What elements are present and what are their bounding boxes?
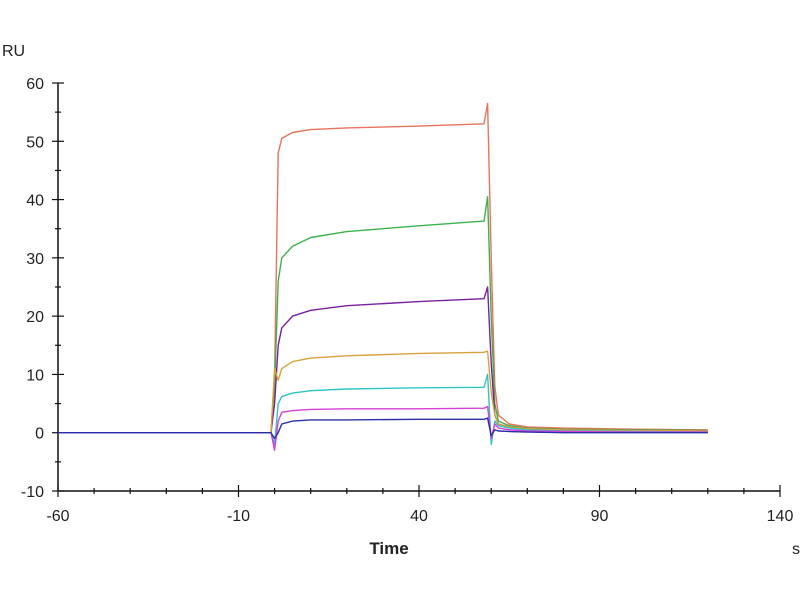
x-axis-unit: s <box>792 541 800 558</box>
series-line-purple <box>58 286 708 434</box>
y-tick-label: 30 <box>26 251 44 268</box>
series-line-red <box>58 102 708 434</box>
y-tick-label: 60 <box>26 76 44 93</box>
series-line-blue <box>58 417 708 440</box>
x-axis-label: Time <box>369 539 408 558</box>
x-tick-label: -10 <box>227 508 250 525</box>
y-tick-label: -10 <box>21 484 44 501</box>
y-axis-label: RU <box>2 43 25 60</box>
series-line-magenta <box>58 405 708 451</box>
x-tick-label: 90 <box>591 508 609 525</box>
y-tick-label: 0 <box>35 426 44 443</box>
x-tick-label: -60 <box>46 508 69 525</box>
x-tick-label: 140 <box>767 508 794 525</box>
series-line-orange <box>58 350 708 434</box>
y-tick-label: 20 <box>26 309 44 326</box>
series-line-green <box>58 195 708 434</box>
y-tick-label: 40 <box>26 193 44 210</box>
x-tick-label: 40 <box>410 508 428 525</box>
y-tick-label: 50 <box>26 134 44 151</box>
y-tick-label: 10 <box>26 367 44 384</box>
series-group <box>58 102 708 451</box>
